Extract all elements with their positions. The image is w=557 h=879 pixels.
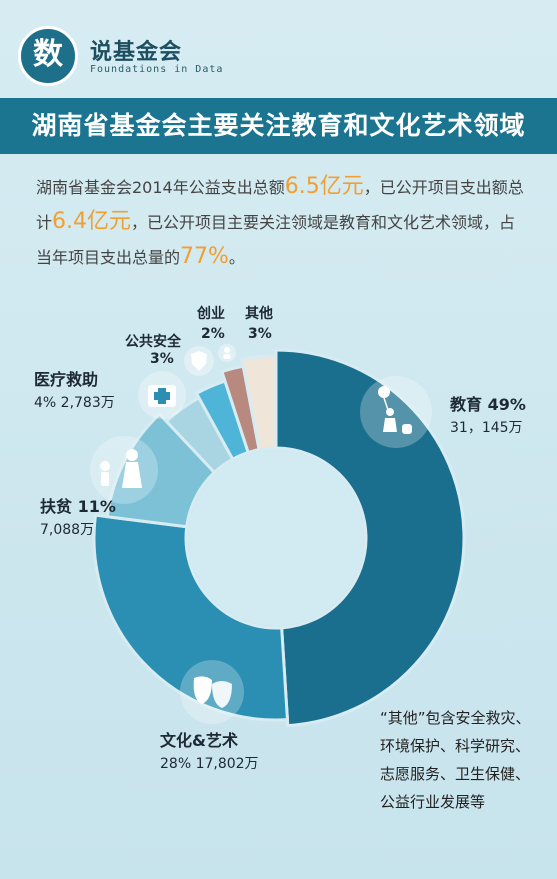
label-poverty-name: 扶贫 11% — [40, 497, 116, 516]
label-edu-name: 教育 49% — [450, 395, 526, 414]
label-medical-value: 4% 2,783万 — [34, 395, 115, 411]
shield-icon — [184, 346, 214, 376]
child-with-balloon-icon — [360, 376, 432, 448]
helping-child-icon — [90, 436, 158, 504]
brand-title: 说基金会 — [90, 40, 183, 65]
page-title: 湖南省基金会主要关注教育和文化艺术领域 — [31, 111, 526, 140]
label-other-name: 其他 — [245, 305, 273, 322]
donut-slices — [92, 348, 466, 728]
brand-logo: 数 说基金会 Foundations in Data — [18, 26, 278, 86]
theater-masks-icon — [180, 660, 244, 724]
brand-char: 数 — [33, 37, 63, 72]
donut-hole — [188, 450, 364, 626]
label-edu-value: 31，145万 — [450, 420, 523, 436]
label-safety-value: 3% — [150, 351, 174, 367]
other-category-note: “其他”包含安全救灾、环境保护、科学研究、志愿服务、卫生保健、公益行业发展等 — [380, 709, 531, 811]
person-icon — [218, 344, 236, 362]
label-culture-value: 28% 17,802万 — [160, 756, 259, 772]
title-banner: 湖南省基金会主要关注教育和文化艺术领域 — [0, 98, 557, 154]
intro-highlight-share: 77% — [180, 244, 229, 269]
label-medical-name: 医疗救助 — [34, 370, 98, 389]
donut-slice-1 — [274, 348, 466, 728]
intro-text-1: 湖南省基金会2014年公益支出总额 — [36, 178, 285, 197]
label-startup-name: 创业 — [196, 305, 225, 322]
intro-text-3: ，已公开项目主要关注领域是教育和文化艺术领域，占当年项目支出总量的 — [36, 213, 516, 267]
label-poverty-value: 7,088万 — [40, 522, 94, 538]
label-other-value: 3% — [248, 326, 272, 342]
brand-circle — [18, 26, 78, 86]
donut-slice-2 — [92, 513, 290, 722]
intro-text-4: 。 — [228, 248, 245, 267]
intro-highlight-total: 6.5亿元 — [284, 174, 364, 199]
intro-paragraph: 湖南省基金会2014年公益支出总额6.5亿元，已公开项目支出额总计6.4亿元，已… — [36, 170, 531, 275]
label-startup-value: 2% — [201, 326, 225, 342]
label-safety-name: 公共安全 — [125, 333, 182, 350]
donut-slice-7 — [240, 354, 278, 452]
brand-subtitle: Foundations in Data — [90, 64, 224, 75]
intro-highlight-public: 6.4亿元 — [52, 209, 132, 234]
label-culture-name: 文化&艺术 — [160, 731, 238, 750]
donut-slice-3 — [105, 411, 217, 529]
intro-text-2: ，已公开项目支出额总计 — [36, 178, 524, 232]
first-aid-kit-icon — [138, 371, 186, 419]
